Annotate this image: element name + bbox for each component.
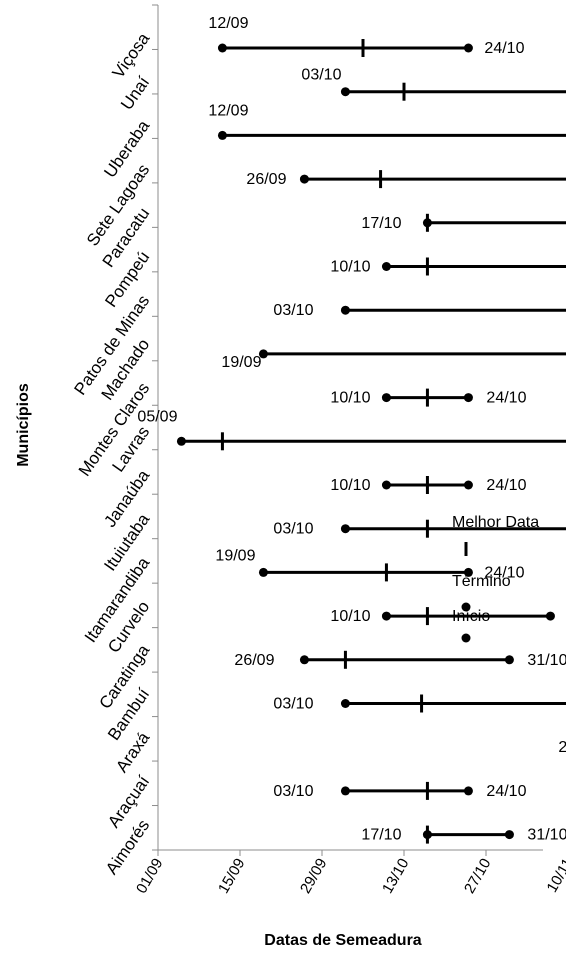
range-row: Araxá21/1106/02	[112, 728, 566, 776]
legend-marker-dot	[461, 602, 471, 612]
legend-item: Término	[452, 573, 511, 612]
inicio-point	[299, 655, 309, 665]
inicio-label: 12/09	[208, 102, 248, 119]
inicio-point	[340, 786, 350, 796]
plot-area: Viçosa 12/09 24/10 Unaí03/1014/11Uberaba12/…	[70, 15, 566, 878]
inicio-label: 03/10	[273, 783, 313, 800]
x-tick-label: 29/09	[297, 856, 330, 897]
termino-point	[463, 786, 473, 796]
x-axis-label: Datas de Semeadura	[264, 932, 422, 949]
inicio-label: 10/10	[330, 608, 370, 625]
termino-point	[463, 567, 473, 577]
termino-label: 24/10	[484, 40, 524, 57]
inicio-label: 26/09	[246, 171, 286, 188]
termino-label: 31/10	[527, 652, 566, 669]
x-tick-label: 01/09	[133, 856, 166, 897]
inicio-label: 03/10	[273, 302, 313, 319]
inicio-point	[217, 130, 227, 140]
termino-point	[504, 830, 514, 840]
inicio-point	[340, 524, 350, 534]
inicio-point	[258, 349, 268, 359]
legend-label: Melhor Data	[452, 514, 539, 531]
inicio-label: 03/10	[301, 67, 341, 84]
x-axis: 01/0915/0929/0913/1027/1010/1124/1108/12…	[133, 849, 566, 897]
legend: Melhor Data Término Início	[452, 514, 539, 643]
termino-label: 24/10	[484, 564, 524, 581]
inicio-label: 26/09	[234, 652, 274, 669]
inicio-point	[176, 436, 186, 446]
inicio-label: 10/10	[330, 477, 370, 494]
termino-point	[463, 43, 473, 53]
x-tick-label: 10/11	[544, 856, 566, 896]
inicio-label: 10/10	[330, 390, 370, 407]
range-row: Caratinga 26/09 31/10	[95, 641, 566, 713]
termino-point	[463, 480, 473, 490]
legend-label: Término	[452, 573, 511, 590]
inicio-point	[258, 567, 268, 577]
inicio-label: 03/10	[273, 696, 313, 713]
inicio-point	[340, 87, 350, 97]
termino-label: 24/10	[486, 390, 526, 407]
inicio-label: 19/09	[215, 547, 255, 564]
inicio-label: 05/09	[137, 408, 177, 425]
inicio-point	[340, 699, 350, 708]
inicio-label: 03/10	[273, 521, 313, 538]
inicio-point	[381, 262, 391, 271]
termino-point	[545, 611, 555, 621]
inicio-point	[217, 43, 227, 53]
inicio-label: 21/11	[558, 739, 566, 756]
inicio-label: 17/10	[361, 827, 401, 844]
range-row: Aimorés 17/10 31/10	[102, 816, 566, 878]
legend-item: Início	[452, 608, 490, 643]
inicio-label: 17/10	[361, 215, 401, 232]
inicio-label: 10/10	[330, 259, 370, 276]
inicio-point	[340, 305, 350, 315]
legend-marker-dot	[461, 633, 471, 643]
inicio-label: 12/09	[208, 15, 248, 32]
termino-point	[504, 655, 514, 665]
y-axis-label: Municípios	[15, 383, 32, 467]
range-row: Araçuaí 03/10 24/10	[104, 772, 526, 831]
municipio-label: Viçosa	[109, 29, 154, 82]
inicio-point	[381, 393, 391, 403]
termino-point	[463, 393, 473, 403]
termino-label: 31/10	[527, 827, 566, 844]
y-axis	[152, 4, 159, 851]
inicio-point	[381, 611, 391, 621]
x-tick-label: 27/10	[461, 856, 494, 897]
legend-item: Melhor Data	[452, 514, 539, 556]
inicio-point	[381, 480, 391, 490]
x-tick-label: 15/09	[215, 856, 248, 897]
x-tick-label: 13/10	[379, 856, 412, 897]
termino-label: 24/10	[486, 477, 526, 494]
inicio-point	[299, 174, 309, 184]
inicio-label: 19/09	[221, 354, 261, 371]
legend-label: Início	[452, 608, 490, 625]
termino-label: 24/10	[486, 783, 526, 800]
